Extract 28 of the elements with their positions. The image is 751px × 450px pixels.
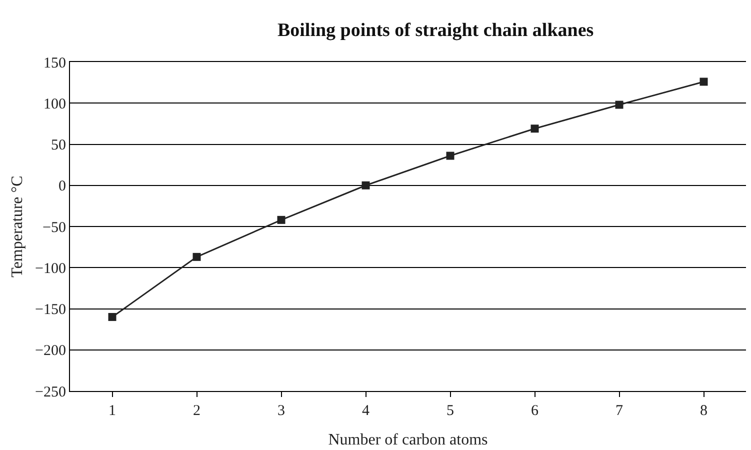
- x-tick-label: 2: [193, 403, 200, 419]
- point: [446, 152, 454, 160]
- y-tick-label: −150: [35, 302, 66, 318]
- point: [530, 124, 539, 133]
- point: [700, 78, 708, 86]
- y-tick-label: 50: [51, 138, 66, 154]
- x-tick-label: 3: [278, 403, 285, 419]
- chart-title: Boiling points of straight chain alkanes: [277, 20, 594, 41]
- x-axis-title: Number of carbon atoms: [328, 432, 488, 449]
- y-axis-title: Temperature °C: [8, 176, 26, 278]
- y-tick-label: 150: [44, 55, 66, 72]
- y-tick-label: −200: [35, 343, 66, 360]
- point: [362, 181, 370, 190]
- y-tick-label: −50: [42, 220, 66, 236]
- x-tick-label: 1: [108, 403, 116, 419]
- y-tick-label: −250: [35, 384, 66, 400]
- y-tick-label: 100: [44, 96, 66, 112]
- x-tick-label: 7: [616, 403, 624, 419]
- y-tick-label: 0: [58, 178, 66, 195]
- y-tick-label: −100: [35, 260, 66, 277]
- point: [615, 100, 624, 109]
- x-tick-label: 4: [362, 403, 370, 419]
- point: [192, 252, 201, 261]
- point: [108, 312, 116, 321]
- point: [277, 216, 286, 224]
- x-tick-label: 6: [531, 403, 539, 419]
- x-tick-label: 8: [700, 403, 708, 419]
- x-tick-label: 5: [446, 403, 454, 419]
